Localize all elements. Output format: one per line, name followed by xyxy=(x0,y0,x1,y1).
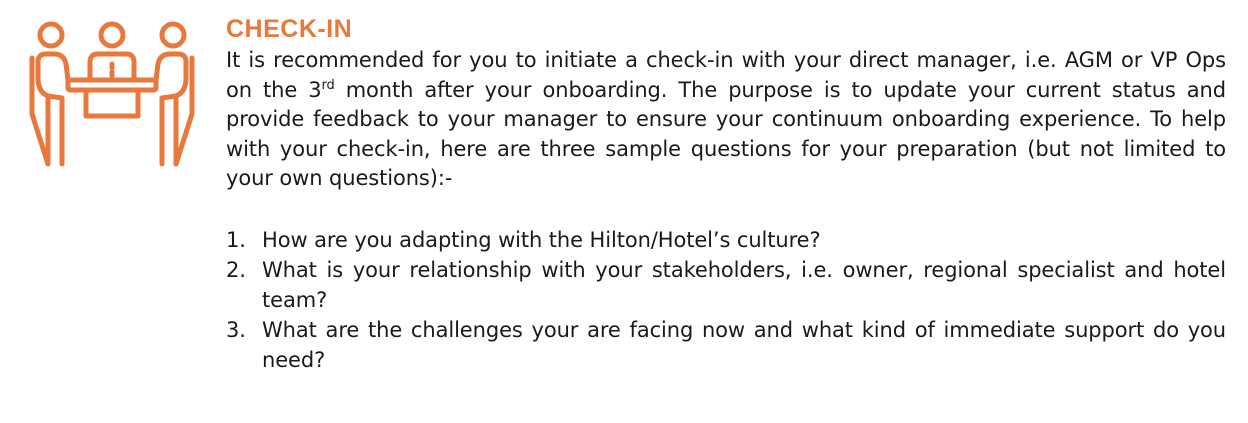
list-item-number: 3. xyxy=(226,318,246,342)
list-item: 1. How are you adapting with the Hilton/… xyxy=(226,226,1226,256)
intro-text-end: month after your onboarding. The purpose… xyxy=(226,77,1226,191)
check-in-section: CHECK-IN It is recommended for you to in… xyxy=(226,14,1226,376)
list-item-text: How are you adapting with the Hilton/Hot… xyxy=(262,227,821,252)
list-item-number: 2. xyxy=(226,258,246,282)
section-heading: CHECK-IN xyxy=(226,15,353,43)
list-item-text: What is your relationship with your stak… xyxy=(262,258,1226,312)
meeting-people-icon xyxy=(28,18,196,186)
ordinal-superscript: rd xyxy=(321,77,335,93)
question-list: 1. How are you adapting with the Hilton/… xyxy=(226,226,1226,376)
intro-text-start: It is recommended for you to initiate a … xyxy=(226,48,1226,102)
list-item: 2. What is your relationship with your s… xyxy=(226,256,1226,315)
intro-paragraph: It is recommended for you to initiate a … xyxy=(226,46,1226,194)
list-item: 3. What are the challenges your are faci… xyxy=(226,316,1226,375)
list-item-number: 1. xyxy=(226,227,246,252)
list-item-text: What are the challenges your are facing … xyxy=(262,318,1226,372)
